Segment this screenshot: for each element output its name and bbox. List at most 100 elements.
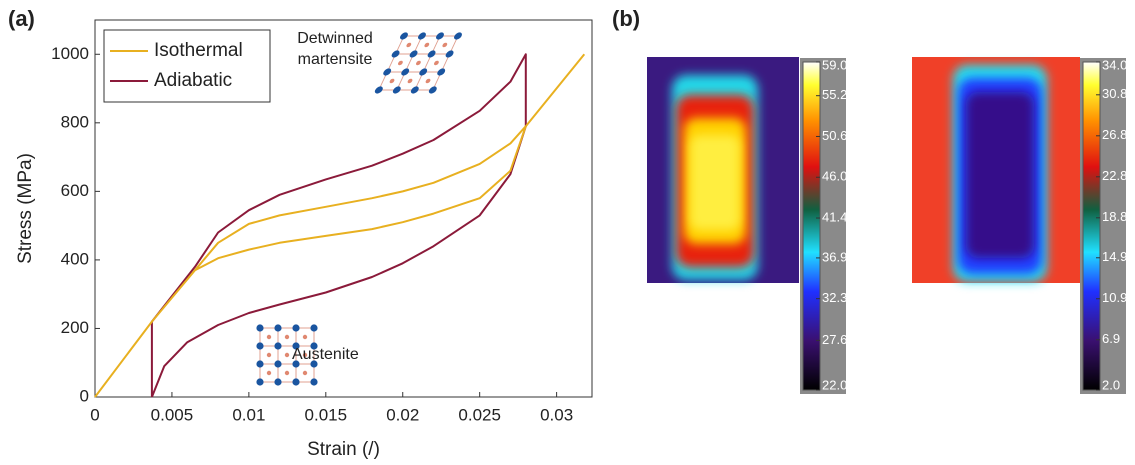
colorbar-label: 50.6: [822, 128, 847, 143]
colorbar-label: 55.2: [822, 87, 847, 102]
annotation: Detwinned martensite: [297, 30, 373, 68]
lattice-atom: [415, 60, 421, 66]
lattice-atom: [445, 50, 454, 58]
lattice-atom: [274, 324, 282, 332]
lattice-atom: [383, 68, 392, 76]
panel-label: (a): [8, 6, 35, 31]
colorbar-label: 30.8: [1102, 86, 1127, 101]
lattice-atom: [284, 370, 290, 376]
x-tick-label: 0.025: [458, 405, 501, 424]
lattice-atom: [392, 86, 401, 94]
annotation: Austenite: [292, 346, 359, 363]
panel-label: (b): [612, 6, 640, 31]
lattice-atom: [310, 360, 318, 368]
x-tick-label: 0.015: [305, 405, 348, 424]
lattice-atom: [400, 32, 408, 40]
lattice-atom: [284, 352, 290, 358]
y-tick-label: 200: [61, 318, 89, 337]
lattice-atom: [389, 78, 395, 84]
x-tick-label: 0.005: [151, 405, 194, 424]
thermal-image: [647, 57, 799, 283]
lattice-atom: [266, 334, 272, 340]
lattice-atom: [418, 32, 426, 40]
colorbar-label: 14.9: [1102, 249, 1127, 264]
x-axis-label: Strain (/): [307, 439, 380, 460]
lattice-atom: [419, 68, 428, 76]
y-tick-label: 1000: [51, 44, 89, 63]
x-tick-label: 0.02: [386, 405, 419, 424]
colorbar-label: 26.8: [1102, 127, 1127, 142]
y-tick-label: 800: [61, 112, 89, 131]
lattice-atom: [266, 370, 272, 376]
lattice-atom: [302, 334, 308, 340]
lattice-atom: [302, 352, 308, 358]
colorbar-label: 59.0: [822, 57, 847, 72]
colorbar-label: 46.0: [822, 169, 847, 184]
colorbar-label: 18.8: [1102, 209, 1127, 224]
lattice-atom: [256, 324, 264, 332]
colorbar-label: 6.9: [1102, 331, 1120, 346]
lattice-atom: [401, 68, 410, 76]
colorbar-label: 41.4: [822, 209, 847, 224]
lattice-atom: [274, 360, 282, 368]
lattice-atom: [310, 378, 318, 386]
lattice-atom: [391, 50, 400, 58]
colorbar: [1082, 61, 1101, 391]
lattice-atom: [256, 378, 264, 386]
colorbar-label: 22.0: [822, 377, 847, 392]
lattice-icon: [256, 324, 318, 386]
lattice-atom: [424, 42, 430, 48]
lattice-atom: [256, 342, 264, 350]
lattice-atom: [266, 352, 272, 358]
plot-area: [94, 19, 593, 398]
y-tick-label: 0: [80, 386, 89, 405]
colorbar: [802, 61, 821, 391]
lattice-icon: [374, 32, 462, 94]
lattice-atom: [292, 378, 300, 386]
lattice-atom: [407, 78, 413, 84]
x-tick-label: 0.01: [232, 405, 265, 424]
lattice-atom: [292, 324, 300, 332]
lattice-atom: [274, 378, 282, 386]
lattice-atom: [427, 50, 436, 58]
lattice-atom: [406, 42, 412, 48]
colorbar-label: 34.0: [1102, 57, 1127, 72]
thermal-image: [912, 57, 1080, 283]
lattice-atom: [292, 360, 300, 368]
legend-label: Isothermal: [154, 40, 243, 61]
colorbar-label: 10.9: [1102, 290, 1127, 305]
lattice-atom: [374, 86, 383, 94]
lattice-atom: [428, 86, 437, 94]
y-tick-label: 600: [61, 181, 89, 200]
lattice-atom: [274, 342, 282, 350]
colorbar-label: 36.9: [822, 249, 847, 264]
lattice-atom: [256, 360, 264, 368]
lattice-atom: [436, 32, 444, 40]
x-tick-label: 0.03: [540, 405, 573, 424]
series-line: [150, 53, 527, 398]
colorbar-label: 27.6: [822, 332, 847, 347]
lattice-atom: [310, 342, 318, 350]
colorbar-label: 2.0: [1102, 377, 1120, 392]
y-axis-label: Stress (MPa): [15, 153, 36, 264]
series-line: [94, 53, 586, 398]
x-tick-label: 0: [90, 405, 99, 424]
lattice-atom: [284, 334, 290, 340]
lattice-atom: [433, 60, 439, 66]
lattice-atom: [397, 60, 403, 66]
lattice-atom: [425, 78, 431, 84]
colorbar-label: 32.3: [822, 290, 847, 305]
lattice-atom: [292, 342, 300, 350]
lattice-atom: [437, 68, 446, 76]
lattice-atom: [310, 324, 318, 332]
lattice-atom: [302, 370, 308, 376]
annotation-box: Detwinned martensite: [297, 30, 373, 68]
lattice-atom: [454, 32, 462, 40]
colorbar-label: 22.8: [1102, 168, 1127, 183]
lattice-atom: [410, 86, 419, 94]
legend-label: Adiabatic: [154, 70, 232, 91]
lattice-atom: [409, 50, 418, 58]
lattice-atom: [442, 42, 448, 48]
legend-box: [103, 29, 271, 103]
